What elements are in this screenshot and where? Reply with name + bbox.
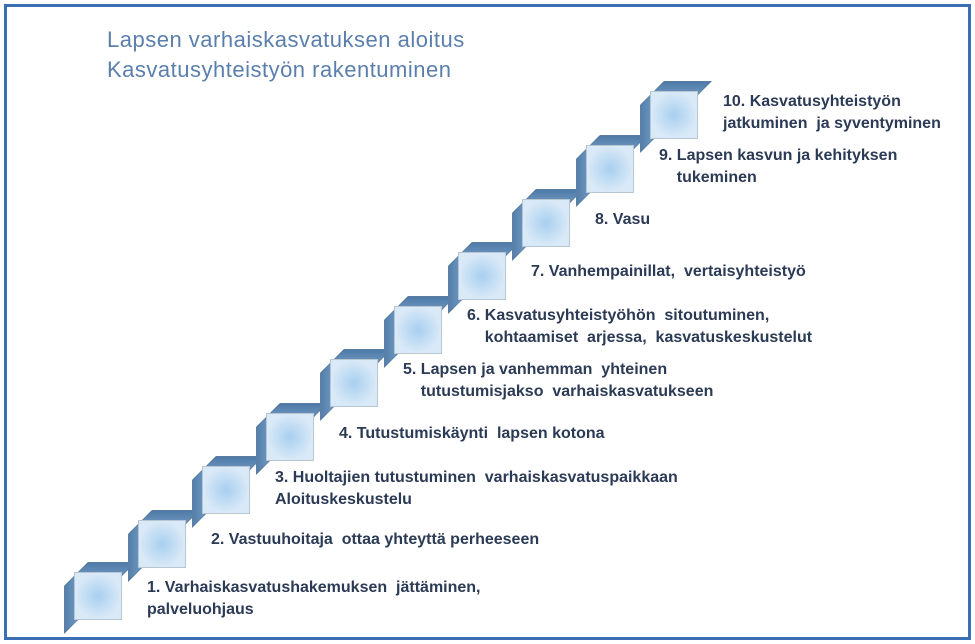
cube-icon bbox=[394, 306, 442, 354]
cube-icon bbox=[266, 413, 314, 461]
cube-icon bbox=[650, 91, 698, 139]
title-line-1: Lapsen varhaiskasvatuksen aloitus bbox=[107, 27, 465, 52]
cube-icon bbox=[330, 359, 378, 407]
step-label-4: 4. Tutustumiskäynti lapsen kotona bbox=[339, 423, 605, 445]
step-label-2: 2. Vastuuhoitaja ottaa yhteyttä perheese… bbox=[211, 529, 539, 551]
step-label-10: 10. Kasvatusyhteistyön jatkuminen ja syv… bbox=[723, 91, 941, 134]
diagram-frame: Lapsen varhaiskasvatuksen aloitus Kasvat… bbox=[4, 4, 971, 640]
cube-icon bbox=[458, 252, 506, 300]
step-label-9: 9. Lapsen kasvun ja kehityksen tukeminen bbox=[659, 145, 897, 188]
step-label-8: 8. Vasu bbox=[595, 209, 650, 231]
step-label-5: 5. Lapsen ja vanhemman yhteinen tutustum… bbox=[403, 359, 713, 402]
cube-icon bbox=[138, 520, 186, 568]
cube-icon bbox=[586, 145, 634, 193]
step-label-6: 6. Kasvatusyhteistyöhön sitoutuminen, ko… bbox=[467, 305, 812, 348]
diagram-title: Lapsen varhaiskasvatuksen aloitus Kasvat… bbox=[107, 25, 465, 84]
cube-icon bbox=[202, 466, 250, 514]
cube-icon bbox=[74, 572, 122, 620]
step-label-1: 1. Varhaiskasvatushakemuksen jättäminen,… bbox=[147, 577, 481, 620]
cube-icon bbox=[522, 199, 570, 247]
step-label-3: 3. Huoltajien tutustuminen varhaiskasvat… bbox=[275, 467, 678, 510]
step-label-7: 7. Vanhempainillat, vertaisyhteistyö bbox=[531, 261, 806, 283]
title-line-2: Kasvatusyhteistyön rakentuminen bbox=[107, 57, 451, 82]
